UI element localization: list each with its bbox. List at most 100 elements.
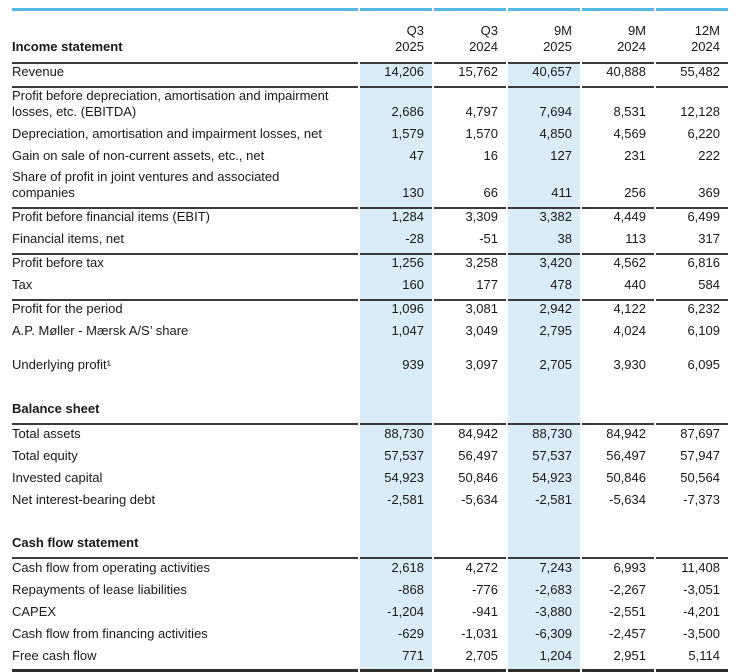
cell-value: 7,243 [508,559,580,582]
col-header-9m-2025: 9M 2025 [508,8,580,64]
cell-value: 1,047 [360,322,432,345]
cell-value: 50,846 [458,469,498,485]
section-header-row: Balance sheet [12,388,728,425]
cell-value: 3,930 [613,357,646,373]
col-header-period: Q3 [406,23,424,38]
spacer-row [12,344,728,357]
cell-value: 3,420 [508,254,580,277]
cell-value: 2,705 [508,356,580,379]
cell-value: 4,024 [613,323,646,339]
cell-value: 440 [582,277,654,301]
table-row: Underlying profit¹ 939 3,097 2,705 3,930 6,09… [12,356,728,379]
cell-value: 57,947 [680,447,720,463]
row-label: Total equity [12,447,78,463]
cell-value: 4,850 [508,125,580,148]
table-row: Depreciation, amortisation and impairmen… [12,125,728,148]
financial-summary-table: Income statement Q3 2025 Q3 2024 9M 2025… [10,8,730,672]
col-header-period: 9M [627,23,646,38]
cell-value: -776 [471,581,498,597]
empty-cell [360,522,432,560]
cell-value: 584 [656,277,728,301]
cell-value: 88,730 [508,424,580,447]
row-label: Net interest-bearing debt [12,491,156,507]
cell-value: -629 [360,625,432,648]
table-row: Revenue 14,206 15,762 40,657 40,888 55,482 [12,63,728,88]
row-label: A.P. Møller - Mærsk A/S’ share [12,323,189,339]
cell-value: 88,730 [360,424,432,447]
row-label: Total assets [12,425,81,441]
cell-value: 57,537 [508,446,580,469]
cell-value: 1,579 [360,125,432,148]
cell-value: 113 [582,231,654,255]
table-row: Share of profit in joint ventures and as… [12,169,728,209]
cell-value: 14,206 [360,63,432,88]
row-label: Share of profit in joint ventures and as… [12,169,358,209]
cell-value: 54,923 [360,468,432,491]
row-label: Free cash flow [12,647,358,672]
empty-cell [582,389,654,425]
spacer-cell [656,379,728,389]
cell-value: 1,284 [360,208,432,231]
cell-value: 411 [508,169,580,209]
table-row: Profit before depreciation, amortisation… [12,87,728,126]
spacer-cell [360,344,432,357]
cell-value: 55,482 [656,64,728,88]
row-label: Revenue [12,64,358,88]
col-header-year: 2025 [543,38,572,54]
row-label: Repayments of lease liabilities [12,581,187,597]
cell-value: 54,923 [508,468,580,491]
spacer-cell [434,345,506,357]
cell-value: 1,570 [465,125,498,141]
cell-value: 771 [360,647,432,672]
row-label: CAPEX [12,603,57,619]
cell-value: -3,880 [508,603,580,626]
cell-value: 40,888 [582,64,654,88]
row-label: Profit before tax [12,255,104,271]
cell-value: 1,096 [360,300,432,323]
cell-value: -2,683 [508,581,580,604]
cell-value: 4,562 [613,255,646,271]
cell-value: 6,499 [687,209,720,225]
table-row: Cash flow from financing activities -629 -… [12,625,728,648]
cell-value: 16 [483,147,498,163]
spacer-cell [656,513,728,523]
cell-value: 2,951 [582,647,654,672]
col-header-period: 9M [553,23,572,38]
cell-value: 3,097 [465,357,498,373]
cell-value: 2,686 [360,87,432,126]
col-header-year: 2024 [617,38,646,54]
cell-value: -28 [360,230,432,255]
col-header-q3-2024: Q3 2024 [434,8,506,64]
cell-value: 1,204 [508,647,580,672]
cell-value: -2,581 [508,490,580,513]
col-header-year: 2024 [691,38,720,54]
cell-value: 50,564 [680,469,720,485]
cell-value: 478 [508,276,580,301]
cell-value: 15,762 [434,64,506,88]
section-header-row: Cash flow statement [12,522,728,560]
cell-value: 6,095 [687,357,720,373]
spacer-cell [582,379,654,389]
table-row: Repayments of lease liabilities -868 -776-… [12,581,728,604]
row-label: Underlying profit¹ [12,357,111,373]
cell-value: -2,581 [360,490,432,513]
section-title: Cash flow statement [12,523,358,560]
cell-value: 160 [360,276,432,301]
cell-value: 84,942 [458,425,498,441]
cell-value: 6,993 [613,559,646,575]
empty-cell [656,389,728,425]
cell-value: 2,618 [360,559,432,582]
cell-value: 177 [434,277,506,301]
spacer-cell [360,378,432,389]
cell-value: 3,382 [508,208,580,231]
cell-value: 369 [656,169,728,209]
row-label: Financial items, net [12,231,358,255]
cell-value: 7,694 [508,87,580,126]
cell-value: 317 [656,231,728,255]
cell-value: 4,272 [465,559,498,575]
cell-value: -1,204 [360,603,432,626]
table-row: CAPEX -1,204 -941 -3,880 -2,551 -4,201 [12,603,728,626]
spacer-cell [12,345,358,357]
empty-cell [508,388,580,425]
spacer-cell [12,379,358,389]
